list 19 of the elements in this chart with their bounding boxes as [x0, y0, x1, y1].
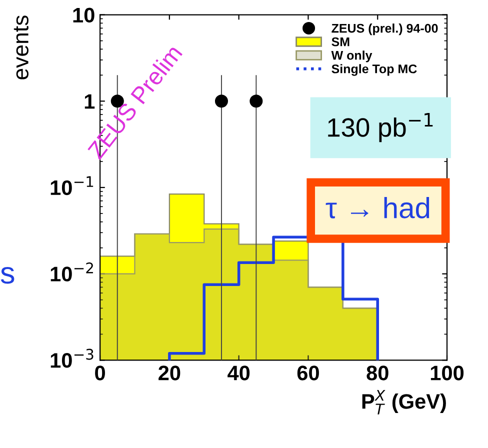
x-tick-label: 20 — [158, 366, 180, 380]
legend-label: Single Top MC — [332, 64, 417, 76]
legend-label: ZEUS (prel.) 94-00 — [332, 24, 438, 36]
text: s — [0, 267, 14, 284]
x-tick-label: 80 — [366, 366, 388, 380]
annotation: τ → had — [326, 196, 430, 218]
legend-label: W only — [331, 50, 372, 62]
y-tick-label: 10 — [73, 8, 94, 23]
y-tick-label: 10$^{−2}$ — [50, 262, 93, 282]
x-tick-label: 100 — [430, 366, 464, 380]
x-axis-title: P$^{X}$$_{T}$ (GeV) — [362, 390, 446, 414]
x-tick-label: 60 — [297, 366, 319, 380]
x-tick-label: 0 — [95, 366, 105, 380]
y-axis-title: events — [14, 16, 28, 80]
x-tick-label: 40 — [228, 366, 250, 380]
y-tick-label: 10$^{−1}$ — [50, 176, 94, 196]
legend-label: SM — [332, 37, 350, 46]
annotation: 130 pb$^{−1}$ — [328, 113, 433, 142]
y-tick-label: 10$^{−3}$ — [50, 348, 94, 368]
